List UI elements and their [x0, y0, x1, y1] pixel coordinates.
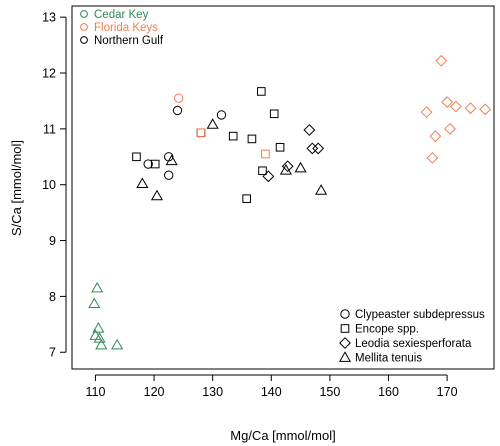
- data-point: [165, 154, 178, 166]
- data-point: [143, 159, 153, 169]
- data-point: [262, 170, 275, 183]
- data-point: [257, 87, 266, 96]
- legend-label: Encope spp.: [355, 324, 419, 336]
- series-northern-gulf-circle: [143, 105, 227, 180]
- data-point: [420, 106, 433, 119]
- data-point: [150, 189, 164, 201]
- x-axis-label: Mg/Ca [mmol/mol]: [230, 428, 335, 443]
- y-tick-label: 9: [49, 234, 56, 248]
- data-point: [449, 100, 462, 113]
- x-tick-label: 150: [319, 385, 340, 399]
- legend-label: Cedar Key: [94, 9, 149, 21]
- legend-label: Mellita tenuis: [355, 353, 422, 365]
- data-point: [315, 184, 328, 195]
- y-tick-label: 11: [43, 122, 56, 136]
- x-tick-label: 130: [202, 385, 223, 399]
- data-point: [269, 109, 279, 119]
- legend-label: Northern Gulf: [94, 35, 164, 47]
- y-tick-label: 12: [42, 67, 56, 81]
- y-tick-label: 8: [49, 290, 56, 304]
- legend-marker: [338, 351, 352, 362]
- data-point: [312, 142, 325, 155]
- data-point: [88, 297, 101, 309]
- data-point: [247, 134, 257, 144]
- x-tick-label: 160: [378, 385, 399, 399]
- series-cedar-key-triangle: [88, 281, 124, 350]
- data-point: [228, 131, 238, 141]
- legend-marker: [339, 337, 351, 349]
- data-point: [136, 177, 149, 188]
- y-axis-label: S/Ca [mmol/mol]: [9, 140, 24, 236]
- data-point: [93, 332, 106, 343]
- legend-label: Florida Keys: [94, 22, 158, 34]
- legend-marker: [340, 324, 350, 333]
- data-point: [426, 151, 439, 164]
- data-point: [173, 93, 184, 103]
- legend-label: Leodia sexiesperforata: [355, 338, 472, 350]
- data-point: [216, 110, 227, 120]
- y-axis: 7 8 9 10 11 12 13: [42, 11, 67, 360]
- plot-frame: [71, 5, 495, 370]
- data-point: [91, 281, 104, 293]
- data-point: [275, 142, 285, 152]
- data-point: [196, 128, 206, 138]
- data-point: [294, 161, 307, 173]
- series-northern-gulf-diamond: [262, 124, 325, 183]
- legend-marker: [340, 309, 350, 319]
- data-point: [261, 149, 270, 159]
- data-point: [479, 103, 492, 116]
- data-point: [444, 122, 456, 135]
- data-point: [441, 96, 454, 108]
- data-point: [92, 322, 105, 333]
- legend-species: Clypeaster subdepressus Encope spp. Leodia…: [338, 309, 485, 365]
- x-tick-label: 110: [85, 385, 105, 399]
- data-point: [429, 130, 442, 143]
- data-point: [111, 338, 124, 350]
- data-point: [132, 152, 141, 162]
- data-point: [196, 128, 206, 138]
- series-florida-keys-diamond: [420, 54, 492, 164]
- data-point: [242, 194, 251, 203]
- legend-label: Clypeaster subdepressus: [355, 309, 485, 321]
- data-point: [279, 163, 292, 175]
- legend-marker: [80, 36, 88, 44]
- series-florida-keys-square: [196, 128, 270, 159]
- data-points: [88, 54, 492, 350]
- y-tick-label: 13: [42, 11, 56, 25]
- x-axis: 110 120 130 140 150 160 170: [85, 374, 458, 399]
- series-florida-keys-circle: [173, 93, 184, 103]
- series-northern-gulf-square: [132, 87, 285, 203]
- data-point: [164, 170, 174, 180]
- x-tick-label: 140: [261, 385, 282, 399]
- legend-marker: [80, 10, 88, 18]
- data-point: [303, 124, 316, 136]
- series-northern-gulf-triangle: [136, 118, 328, 201]
- y-tick-label: 10: [42, 178, 56, 192]
- x-tick-label: 120: [144, 385, 165, 399]
- data-point: [258, 166, 267, 176]
- data-point: [172, 105, 183, 116]
- legend-marker: [80, 23, 88, 31]
- x-tick-label: 170: [437, 385, 458, 399]
- data-point: [306, 142, 319, 155]
- data-point: [281, 160, 294, 173]
- data-point: [464, 102, 477, 115]
- data-point: [150, 159, 160, 169]
- data-point: [435, 54, 448, 67]
- data-point: [95, 338, 108, 350]
- y-tick-label: 7: [49, 346, 56, 360]
- data-point: [206, 118, 219, 129]
